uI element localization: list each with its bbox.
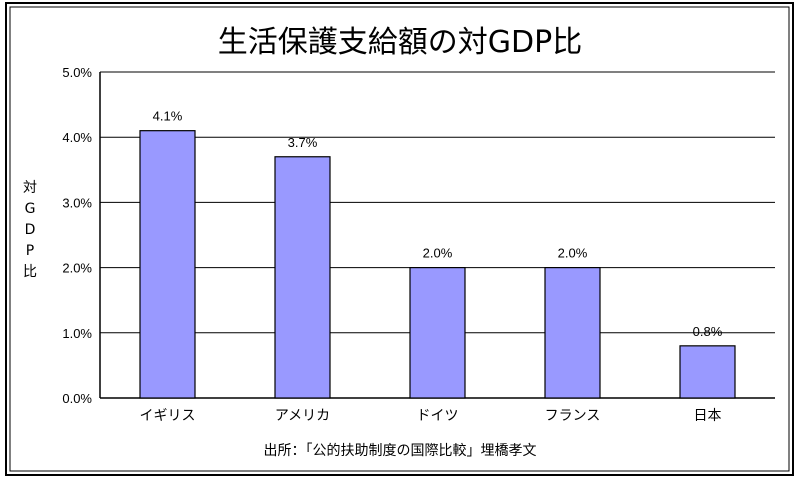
y-tick-label: 0.0%	[62, 391, 92, 406]
data-label: 0.8%	[693, 324, 723, 339]
y-tick-label: 2.0%	[62, 261, 92, 276]
bar	[139, 130, 196, 399]
x-tick-label: フランス	[545, 408, 601, 424]
y-axis-label-char: D	[25, 222, 36, 238]
plot-area: 0.0% 1.0% 2.0% 3.0% 4.0% 5.0% 4.1% イギリス 3.7% アメリカ…	[23, 65, 775, 424]
bar	[544, 267, 601, 399]
x-tick-label: アメリカ	[275, 408, 330, 424]
y-tick-label: 5.0%	[62, 65, 92, 80]
source-note: 出所：「公的扶助制度の国際比較」埋橋孝文	[264, 443, 537, 459]
bar	[409, 267, 466, 399]
bar	[274, 156, 331, 399]
data-label: 2.0%	[423, 246, 453, 261]
y-axis-label-char: P	[26, 243, 34, 259]
y-tick-label: 3.0%	[62, 195, 92, 210]
y-tick-label: 1.0%	[62, 326, 92, 341]
y-tick-label: 4.0%	[62, 130, 92, 145]
outer-border	[5, 2, 794, 476]
y-axis-label-char: 比	[23, 264, 37, 280]
chart-title: 生活保護支給額の対GDP比	[218, 25, 582, 60]
data-label: 4.1%	[153, 109, 183, 124]
x-tick-label: 日本	[694, 408, 722, 424]
bar	[679, 345, 736, 399]
inner-border	[9, 6, 790, 472]
y-axis-label-char: 対	[23, 180, 37, 196]
data-label: 3.7%	[288, 135, 318, 150]
data-label: 2.0%	[558, 246, 588, 261]
x-tick-label: イギリス	[140, 408, 196, 424]
x-tick-label: ドイツ	[417, 408, 459, 424]
y-axis-label-char: G	[25, 201, 36, 217]
